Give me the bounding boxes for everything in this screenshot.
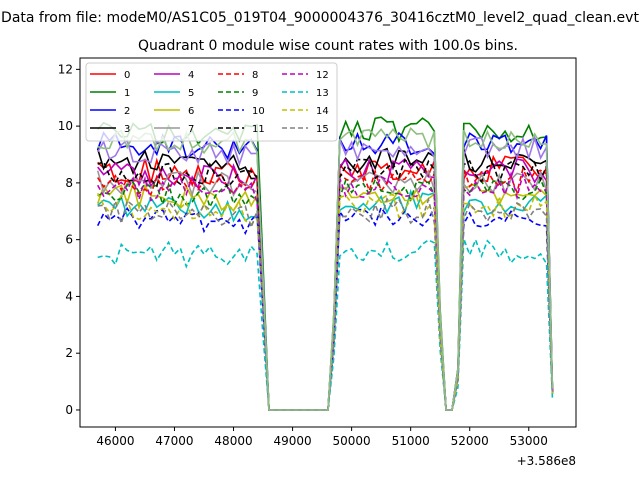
legend-label-9: 9 (252, 88, 258, 99)
legend-label-10: 10 (252, 106, 265, 117)
y-tick-label: 0 (65, 403, 73, 417)
legend-label-6: 6 (188, 106, 194, 117)
legend-label-2: 2 (124, 106, 130, 117)
series-12 (96, 171, 554, 411)
legend-label-11: 11 (252, 124, 265, 135)
y-axis: 0 2 4 6 8 10 12 (58, 62, 80, 417)
legend-label-13: 13 (316, 88, 329, 99)
legend-label-14: 14 (316, 106, 329, 117)
series-9 (97, 177, 554, 411)
x-tick-label: 50000 (333, 434, 371, 448)
series-8 (97, 166, 554, 411)
x-tick-label: 51000 (392, 434, 430, 448)
x-tick-label: 48000 (214, 434, 252, 448)
chart-title: Quadrant 0 module wise count rates with … (138, 38, 518, 54)
series-10 (96, 204, 554, 411)
x-tick-label: 47000 (155, 434, 193, 448)
legend-label-12: 12 (316, 70, 329, 81)
legend-label-5: 5 (188, 88, 194, 99)
legend-label-7: 7 (188, 124, 194, 135)
series-13 (97, 237, 554, 411)
legend-label-3: 3 (124, 124, 130, 135)
axes-frame (79, 57, 577, 428)
x-tick-label: 52000 (451, 434, 489, 448)
x-tick-label: 49000 (273, 434, 311, 448)
y-tick-label: 6 (65, 233, 73, 247)
series-layer (96, 116, 554, 411)
series-11 (97, 158, 554, 411)
y-tick-label: 4 (65, 289, 73, 303)
x-axis: 46000 47000 48000 49000 50000 51000 52000 53000 (96, 427, 548, 448)
series-4 (97, 158, 554, 411)
y-tick-label: 8 (65, 176, 73, 190)
series-14 (96, 192, 554, 411)
series-extra-1 (97, 126, 554, 411)
series-15 (97, 196, 554, 411)
series-5 (97, 188, 554, 411)
legend-frame (85, 62, 338, 142)
x-tick-label: 46000 (96, 434, 134, 448)
y-tick-label: 12 (58, 62, 73, 76)
legend-label-0: 0 (124, 70, 130, 81)
legend-label-4: 4 (188, 70, 194, 81)
figure-suptitle: Data from file: modeM0/AS1C05_019T04_900… (1, 10, 639, 26)
y-tick-label: 2 (65, 346, 73, 360)
x-offset-label: +3.586e8 (517, 454, 576, 468)
legend-label-8: 8 (252, 70, 258, 81)
legend-label-1: 1 (124, 88, 130, 99)
legend-label-15: 15 (316, 124, 329, 135)
series-1 (97, 116, 554, 411)
x-tick-label: 53000 (510, 434, 548, 448)
y-tick-label: 10 (58, 119, 73, 133)
